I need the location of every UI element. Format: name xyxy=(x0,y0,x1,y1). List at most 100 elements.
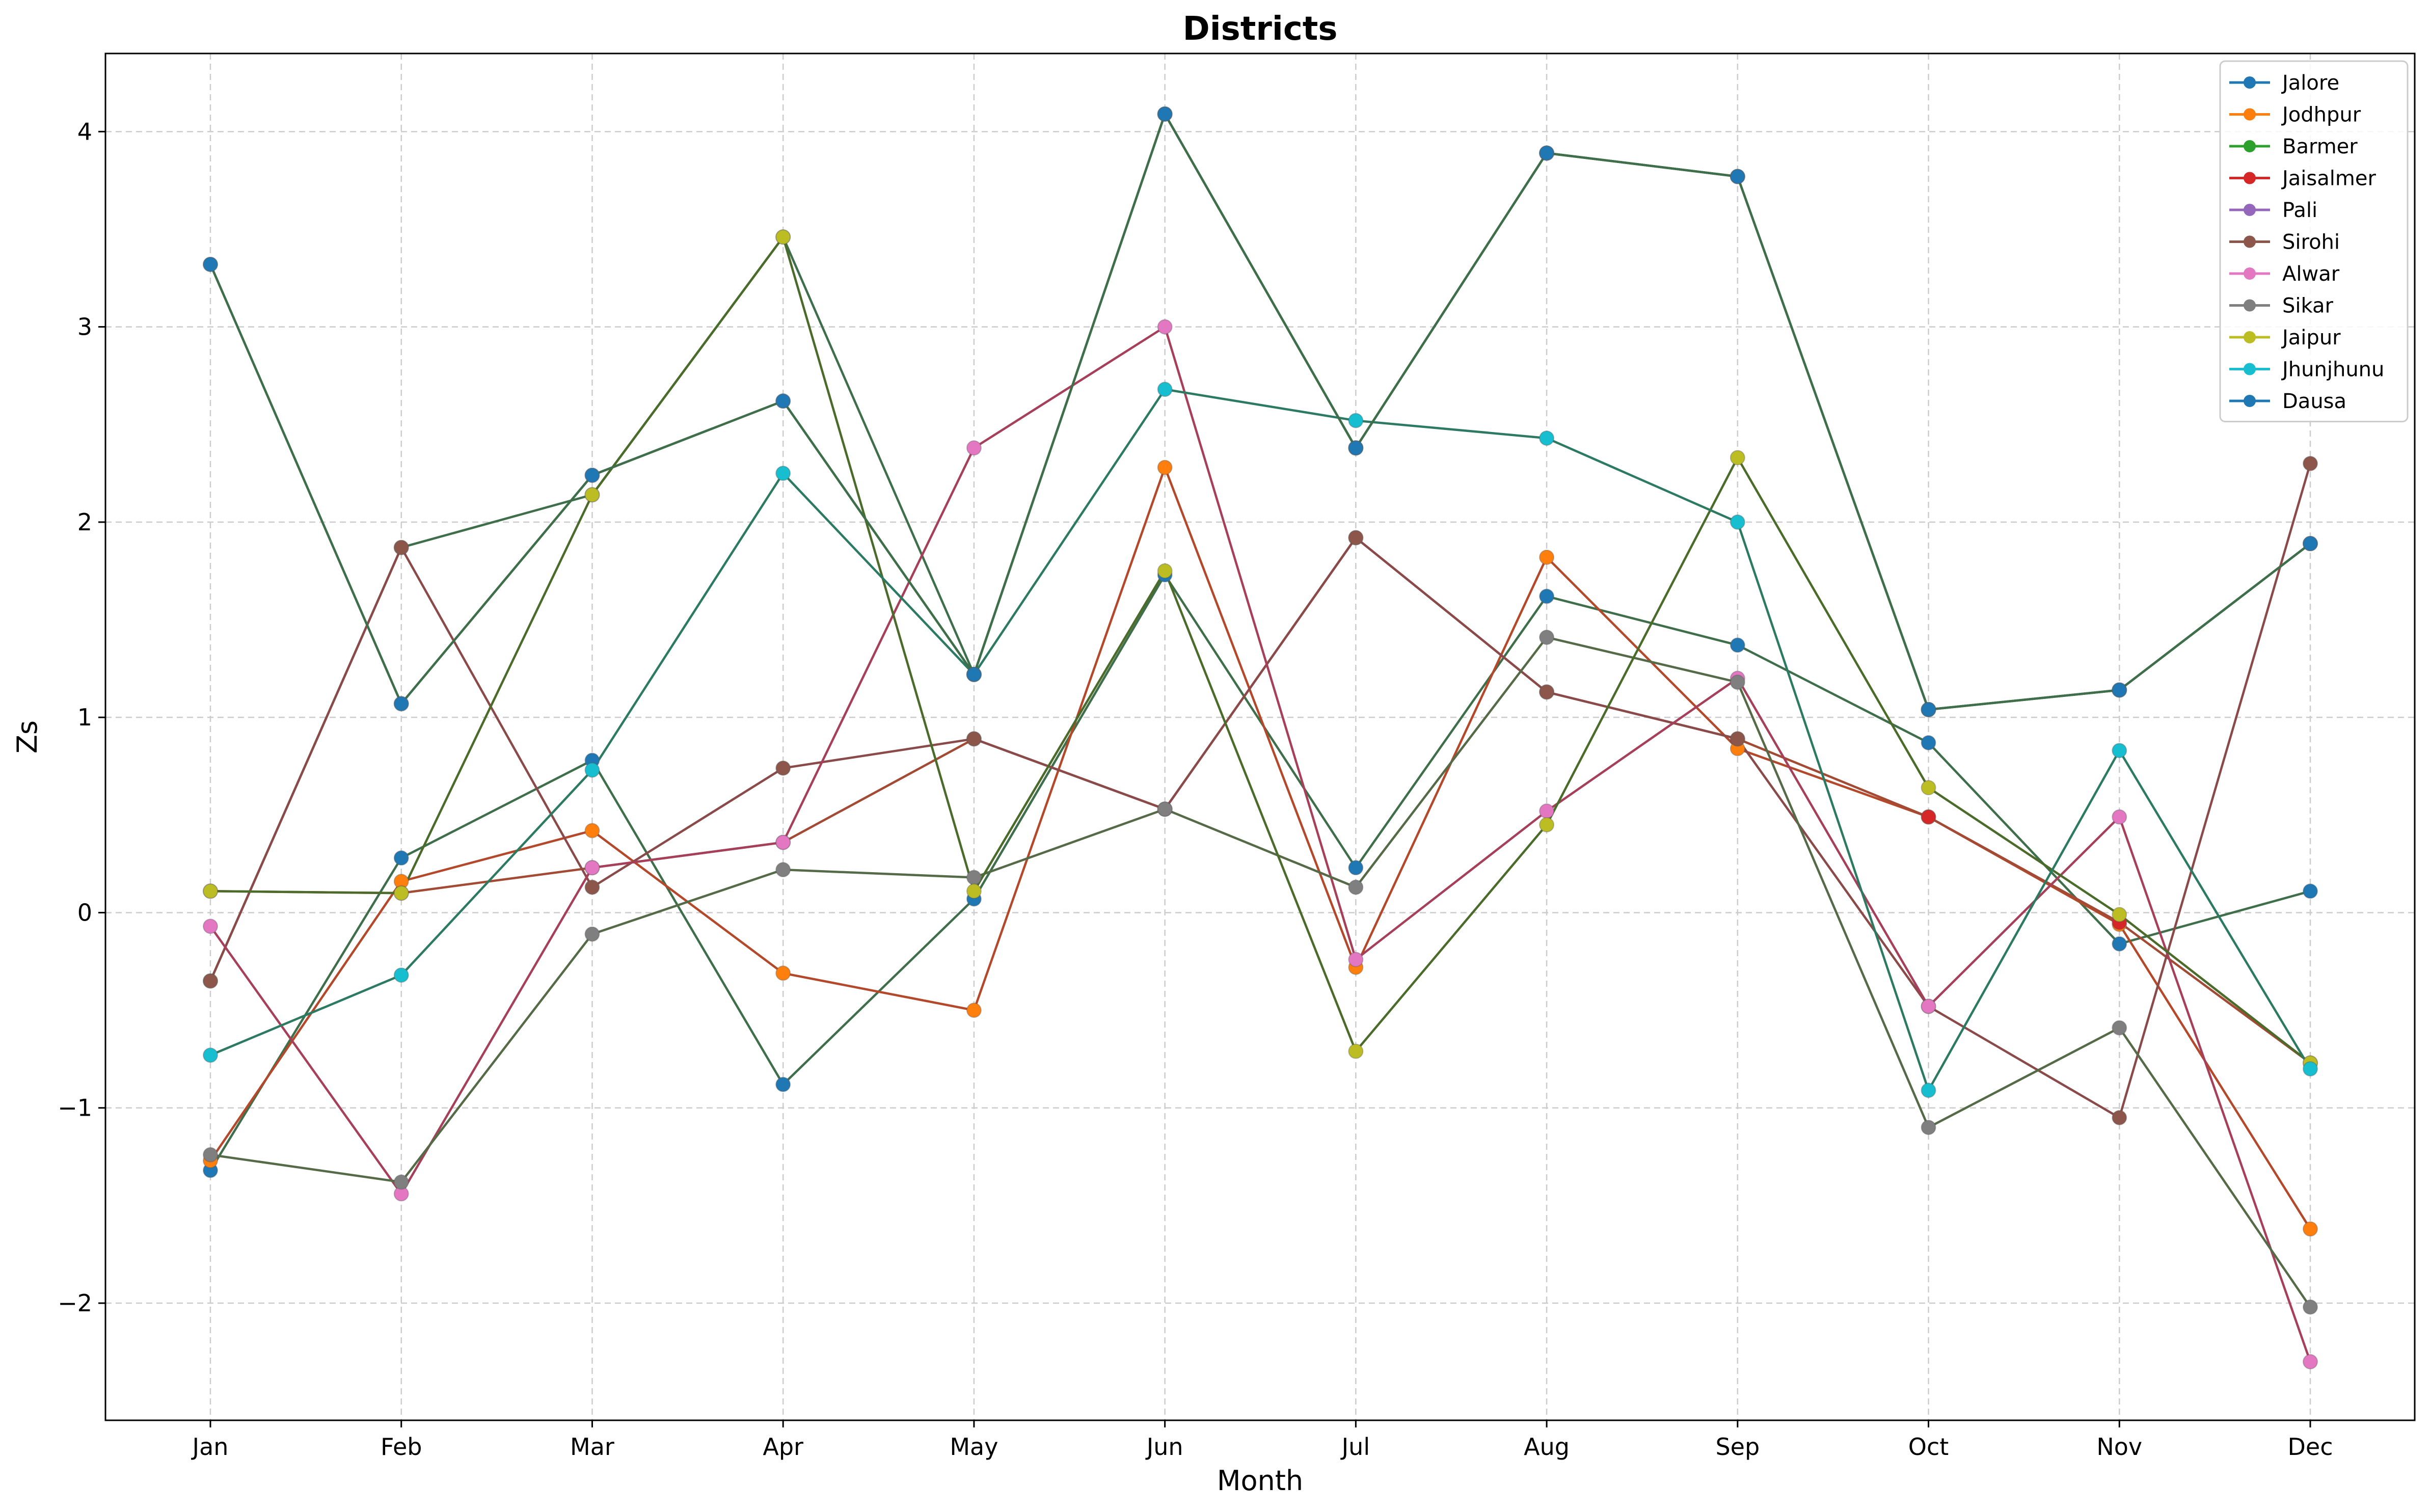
legend: Jalore Jodhpur Barmer Jaisalmer Pali Sirohi Al… xyxy=(2219,60,2409,422)
data-point-sikar xyxy=(203,1147,218,1163)
y-tick-label: 3 xyxy=(77,313,92,341)
data-point-alwar xyxy=(2303,1354,2318,1370)
data-point-jodhpur xyxy=(1157,460,1173,475)
data-point-sikar xyxy=(1348,879,1364,895)
data-point-dausa xyxy=(2303,536,2318,552)
data-point-sirohi xyxy=(203,973,218,989)
data-point-alwar xyxy=(1157,319,1173,335)
data-point-jodhpur xyxy=(966,1003,982,1018)
data-point-jaipur xyxy=(775,229,791,245)
y-tick-label: 2 xyxy=(77,508,92,536)
data-point-jhunjhunu xyxy=(203,1047,218,1063)
data-point-sikar xyxy=(1157,801,1173,817)
data-point-alwar xyxy=(1539,803,1555,819)
x-tick-label: May xyxy=(950,1433,998,1461)
data-point-jhunjhunu xyxy=(584,762,600,778)
series-line-jhunjhunu xyxy=(210,388,2311,1092)
data-point-jaipur xyxy=(393,885,409,901)
series-line-jaipur xyxy=(210,236,2311,1064)
data-point-dausa xyxy=(1730,169,1745,184)
legend-label-jodhpur: Jodhpur xyxy=(2281,103,2361,127)
data-point-jhunjhunu xyxy=(2112,743,2127,759)
legend-marker-sirohi xyxy=(2244,235,2256,248)
x-axis-ticks: Jan Feb Mar Apr May Jun Jul Aug Sep Oct Nov Dec xyxy=(191,1420,2333,1461)
data-point-jhunjhunu xyxy=(1348,413,1364,428)
data-point-jhunjhunu xyxy=(393,967,409,983)
data-point-jhunjhunu xyxy=(1157,382,1173,397)
data-point-sirohi xyxy=(2303,455,2318,471)
data-point-jalore xyxy=(1730,637,1745,653)
x-tick-label: Nov xyxy=(2096,1433,2142,1461)
data-point-jaipur xyxy=(203,883,218,899)
data-point-jaipur xyxy=(584,487,600,503)
data-point-sirohi xyxy=(584,879,600,895)
data-point-jalore xyxy=(393,850,409,866)
data-point-dausa xyxy=(1348,440,1364,456)
data-point-jaipur xyxy=(966,883,982,899)
y-axis-label: Zs xyxy=(11,720,43,753)
data-point-alwar xyxy=(775,834,791,850)
series-markers xyxy=(203,106,2318,1370)
data-point-alwar xyxy=(966,440,982,456)
data-point-sirohi xyxy=(966,731,982,747)
data-point-jodhpur xyxy=(775,965,791,981)
data-point-jaipur xyxy=(1348,1043,1364,1059)
y-tick-label: −2 xyxy=(58,1289,92,1317)
data-point-sikar xyxy=(2112,1020,2127,1036)
data-point-sikar xyxy=(393,1174,409,1190)
data-point-jaisalmer xyxy=(1921,809,1936,825)
data-point-sirohi xyxy=(2112,1110,2127,1125)
data-point-sikar xyxy=(1539,630,1555,645)
x-tick-label: Jul xyxy=(1340,1433,1370,1461)
series-line-sikar xyxy=(210,636,2311,1308)
data-point-jhunjhunu xyxy=(1921,1083,1936,1098)
plot-frame xyxy=(104,52,2416,1421)
data-point-dausa xyxy=(393,696,409,712)
x-tick-label: Jun xyxy=(1145,1433,1183,1461)
data-point-jhunjhunu xyxy=(2303,1061,2318,1077)
legend-marker-dausa xyxy=(2244,395,2256,407)
series-line-alwar xyxy=(209,326,2312,1362)
x-tick-label: Dec xyxy=(2287,1433,2333,1461)
data-point-jhunjhunu xyxy=(775,466,791,481)
x-tick-label: Oct xyxy=(1908,1433,1949,1461)
legend-label-jalore: Jalore xyxy=(2281,71,2339,95)
y-tick-label: −1 xyxy=(58,1094,92,1122)
data-point-sirohi xyxy=(1348,530,1364,546)
legend-marker-jaisalmer xyxy=(2244,172,2256,184)
data-point-sikar xyxy=(584,926,600,942)
data-point-jodhpur xyxy=(1539,549,1555,565)
legend-label-jaipur: Jaipur xyxy=(2281,326,2341,349)
data-point-dausa xyxy=(1921,701,1936,717)
legend-label-barmer: Barmer xyxy=(2282,135,2358,158)
legend-marker-pali xyxy=(2244,204,2256,216)
y-tick-label: 1 xyxy=(77,704,92,731)
data-point-jalore xyxy=(2112,936,2127,952)
data-point-alwar xyxy=(584,860,600,876)
series-line-sirohi xyxy=(209,463,2312,1119)
legend-box xyxy=(2219,60,2409,422)
data-point-sikar xyxy=(966,870,982,885)
data-point-sirohi xyxy=(393,539,409,555)
data-point-dausa xyxy=(203,256,218,272)
x-axis-label: Month xyxy=(1217,1465,1303,1497)
x-tick-label: Feb xyxy=(381,1433,422,1461)
data-point-alwar xyxy=(1921,998,1936,1014)
data-point-jaipur xyxy=(1921,780,1936,796)
data-point-sirohi xyxy=(775,760,791,776)
data-point-dausa xyxy=(1157,106,1173,122)
legend-marker-jodhpur xyxy=(2244,108,2256,121)
data-point-sirohi xyxy=(1730,731,1745,747)
y-tick-label: 0 xyxy=(77,899,92,926)
legend-marker-sikar xyxy=(2244,299,2256,312)
legend-marker-jhunjhunu xyxy=(2244,363,2256,375)
data-point-jalore xyxy=(1921,735,1936,750)
legend-label-sirohi: Sirohi xyxy=(2282,231,2340,254)
x-tick-label: Aug xyxy=(1524,1433,1570,1461)
legend-label-dausa: Dausa xyxy=(2282,390,2346,413)
x-tick-label: Sep xyxy=(1715,1433,1760,1461)
data-point-jaipur xyxy=(2112,907,2127,923)
series-lines xyxy=(209,113,2312,1362)
data-point-sikar xyxy=(775,862,791,878)
